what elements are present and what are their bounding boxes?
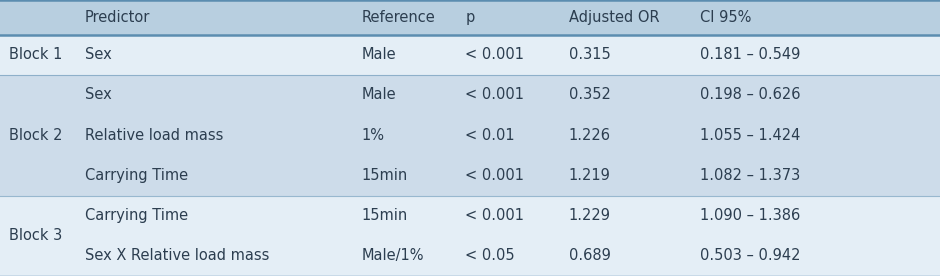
Text: Sex: Sex bbox=[85, 47, 111, 62]
Text: Relative load mass: Relative load mass bbox=[85, 128, 223, 143]
FancyBboxPatch shape bbox=[0, 155, 940, 195]
FancyBboxPatch shape bbox=[0, 195, 940, 236]
Text: 1.226: 1.226 bbox=[569, 128, 611, 143]
FancyBboxPatch shape bbox=[0, 34, 940, 75]
Text: Block 1: Block 1 bbox=[9, 47, 63, 62]
FancyBboxPatch shape bbox=[0, 75, 940, 115]
Text: < 0.01: < 0.01 bbox=[465, 128, 515, 143]
Text: 1.055 – 1.424: 1.055 – 1.424 bbox=[700, 128, 801, 143]
FancyBboxPatch shape bbox=[0, 236, 940, 276]
Text: 1.090 – 1.386: 1.090 – 1.386 bbox=[700, 208, 801, 223]
Text: 1.229: 1.229 bbox=[569, 208, 611, 223]
Text: Predictor: Predictor bbox=[85, 10, 150, 25]
Text: Male/1%: Male/1% bbox=[362, 248, 424, 263]
Text: Sex: Sex bbox=[85, 87, 111, 102]
FancyBboxPatch shape bbox=[0, 115, 940, 155]
Text: < 0.001: < 0.001 bbox=[465, 87, 525, 102]
Text: 1%: 1% bbox=[362, 128, 384, 143]
Text: Carrying Time: Carrying Time bbox=[85, 208, 188, 223]
Text: CI 95%: CI 95% bbox=[700, 10, 752, 25]
Text: 1.082 – 1.373: 1.082 – 1.373 bbox=[700, 168, 801, 183]
Text: 15min: 15min bbox=[362, 168, 408, 183]
Text: Male: Male bbox=[362, 87, 397, 102]
Text: Male: Male bbox=[362, 47, 397, 62]
Text: 0.198 – 0.626: 0.198 – 0.626 bbox=[700, 87, 801, 102]
Text: Adjusted OR: Adjusted OR bbox=[569, 10, 659, 25]
Text: < 0.001: < 0.001 bbox=[465, 208, 525, 223]
Text: 0.181 – 0.549: 0.181 – 0.549 bbox=[700, 47, 801, 62]
FancyBboxPatch shape bbox=[0, 0, 940, 34]
Text: < 0.001: < 0.001 bbox=[465, 47, 525, 62]
Text: Carrying Time: Carrying Time bbox=[85, 168, 188, 183]
Text: 0.315: 0.315 bbox=[569, 47, 610, 62]
Text: Sex X Relative load mass: Sex X Relative load mass bbox=[85, 248, 269, 263]
Text: Block 3: Block 3 bbox=[9, 228, 63, 243]
Text: < 0.05: < 0.05 bbox=[465, 248, 515, 263]
Text: 15min: 15min bbox=[362, 208, 408, 223]
Text: Block 2: Block 2 bbox=[9, 128, 63, 143]
Text: Reference: Reference bbox=[362, 10, 435, 25]
Text: 1.219: 1.219 bbox=[569, 168, 611, 183]
Text: 0.689: 0.689 bbox=[569, 248, 611, 263]
Text: 0.352: 0.352 bbox=[569, 87, 611, 102]
Text: p: p bbox=[465, 10, 475, 25]
Text: 0.503 – 0.942: 0.503 – 0.942 bbox=[700, 248, 801, 263]
Text: < 0.001: < 0.001 bbox=[465, 168, 525, 183]
